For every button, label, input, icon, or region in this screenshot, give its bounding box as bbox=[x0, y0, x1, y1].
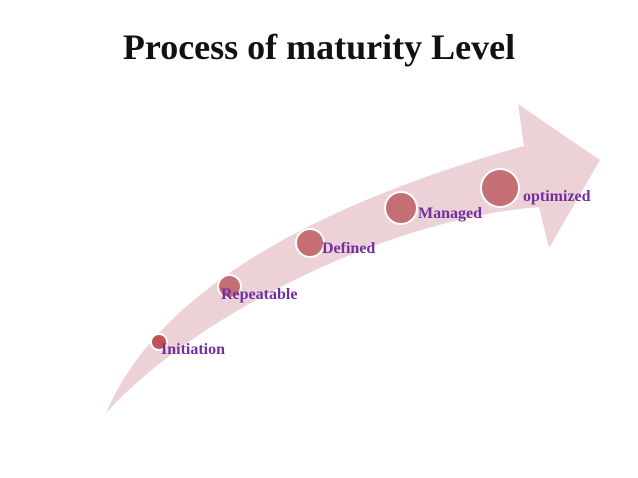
stage-label: optimized bbox=[523, 188, 591, 205]
stage-label: Repeatable bbox=[221, 286, 298, 303]
stage-marker bbox=[295, 228, 325, 258]
stage-label: Managed bbox=[418, 205, 482, 222]
page-title: Process of maturity Level bbox=[122, 27, 516, 67]
stage-marker bbox=[150, 333, 168, 351]
growth-arrow-shape bbox=[106, 104, 600, 413]
stage-label: Initiation bbox=[161, 341, 226, 358]
stage-marker bbox=[384, 191, 418, 225]
stage-marker bbox=[217, 274, 242, 299]
stage-label: Defined bbox=[322, 240, 376, 257]
stage-marker bbox=[480, 168, 520, 208]
